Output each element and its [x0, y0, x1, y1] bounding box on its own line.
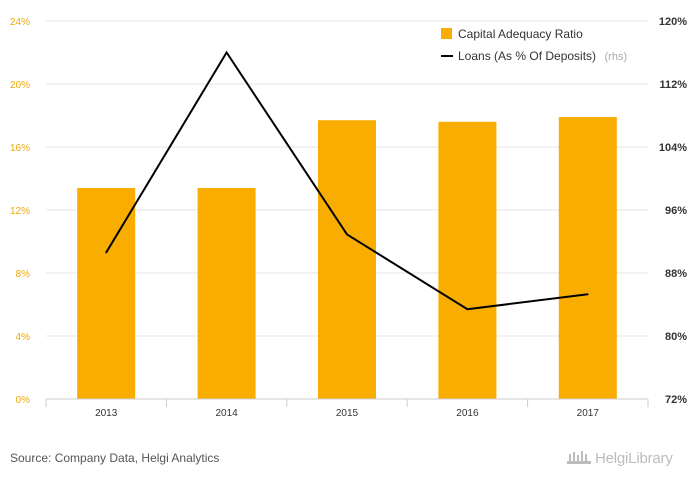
y-right-tick-label: 88% — [665, 268, 687, 280]
axes: 0% 4% 8% 12% 16% 20% 24% 72% 80% 88% 96% 104% 112% 12… — [10, 16, 687, 419]
legend-swatch-bar — [441, 28, 452, 39]
x-tick-label: 2015 — [336, 408, 359, 419]
y-left-tick-label: 4% — [16, 332, 31, 343]
y-right-tick-label: 96% — [665, 205, 687, 217]
y-right-tick-label: 80% — [665, 331, 687, 343]
y-right-tick-label: 112% — [659, 79, 687, 91]
y-right-tick-label: 104% — [659, 142, 687, 154]
line-point — [587, 293, 589, 296]
line-series — [105, 50, 589, 311]
logo-text: HelgiLibrary — [595, 449, 673, 467]
y-left-tick-label: 0% — [16, 395, 31, 406]
bar — [558, 117, 617, 399]
x-tick-label: 2017 — [577, 408, 600, 419]
library-logo-icon — [567, 451, 591, 464]
bar — [197, 187, 256, 399]
source-note: Source: Company Data, Helgi Analytics — [10, 451, 220, 465]
legend-label-line: Loans (As % Of Deposits) — [458, 49, 596, 63]
x-tick-label: 2016 — [456, 408, 479, 419]
bar — [318, 120, 376, 399]
legend-label-bar: Capital Adequacy Ratio — [458, 27, 583, 41]
chart: 0% 4% 8% 12% 16% 20% 24% 72% 80% 88% 96% 104% 112% 12… — [10, 16, 687, 419]
line-point — [466, 308, 469, 311]
bar-series — [77, 117, 617, 400]
line-point — [225, 51, 228, 54]
legend-label-line-suffix: (rhs) — [605, 51, 628, 63]
legend: Capital Adequacy Ratio Loans (As % Of De… — [441, 27, 627, 64]
bar — [438, 121, 497, 400]
helgi-library-logo: HelgiLibrary — [566, 449, 673, 467]
y-left-tick-label: 16% — [10, 143, 30, 154]
x-tick-label: 2014 — [215, 408, 238, 419]
y-left-tick-label: 8% — [16, 269, 31, 280]
line-point — [346, 233, 348, 236]
y-left-tick-label: 12% — [10, 206, 30, 217]
y-left-tick-label: 20% — [10, 80, 30, 91]
y-left-tick-label: 24% — [10, 17, 30, 28]
x-tick-label: 2013 — [95, 408, 118, 419]
y-right-tick-label: 72% — [665, 394, 687, 406]
line-point — [105, 251, 107, 254]
bar — [77, 187, 136, 399]
legend-label-line-group: Loans (As % Of Deposits) (rhs) — [458, 47, 627, 64]
y-right-tick-label: 120% — [659, 16, 687, 28]
